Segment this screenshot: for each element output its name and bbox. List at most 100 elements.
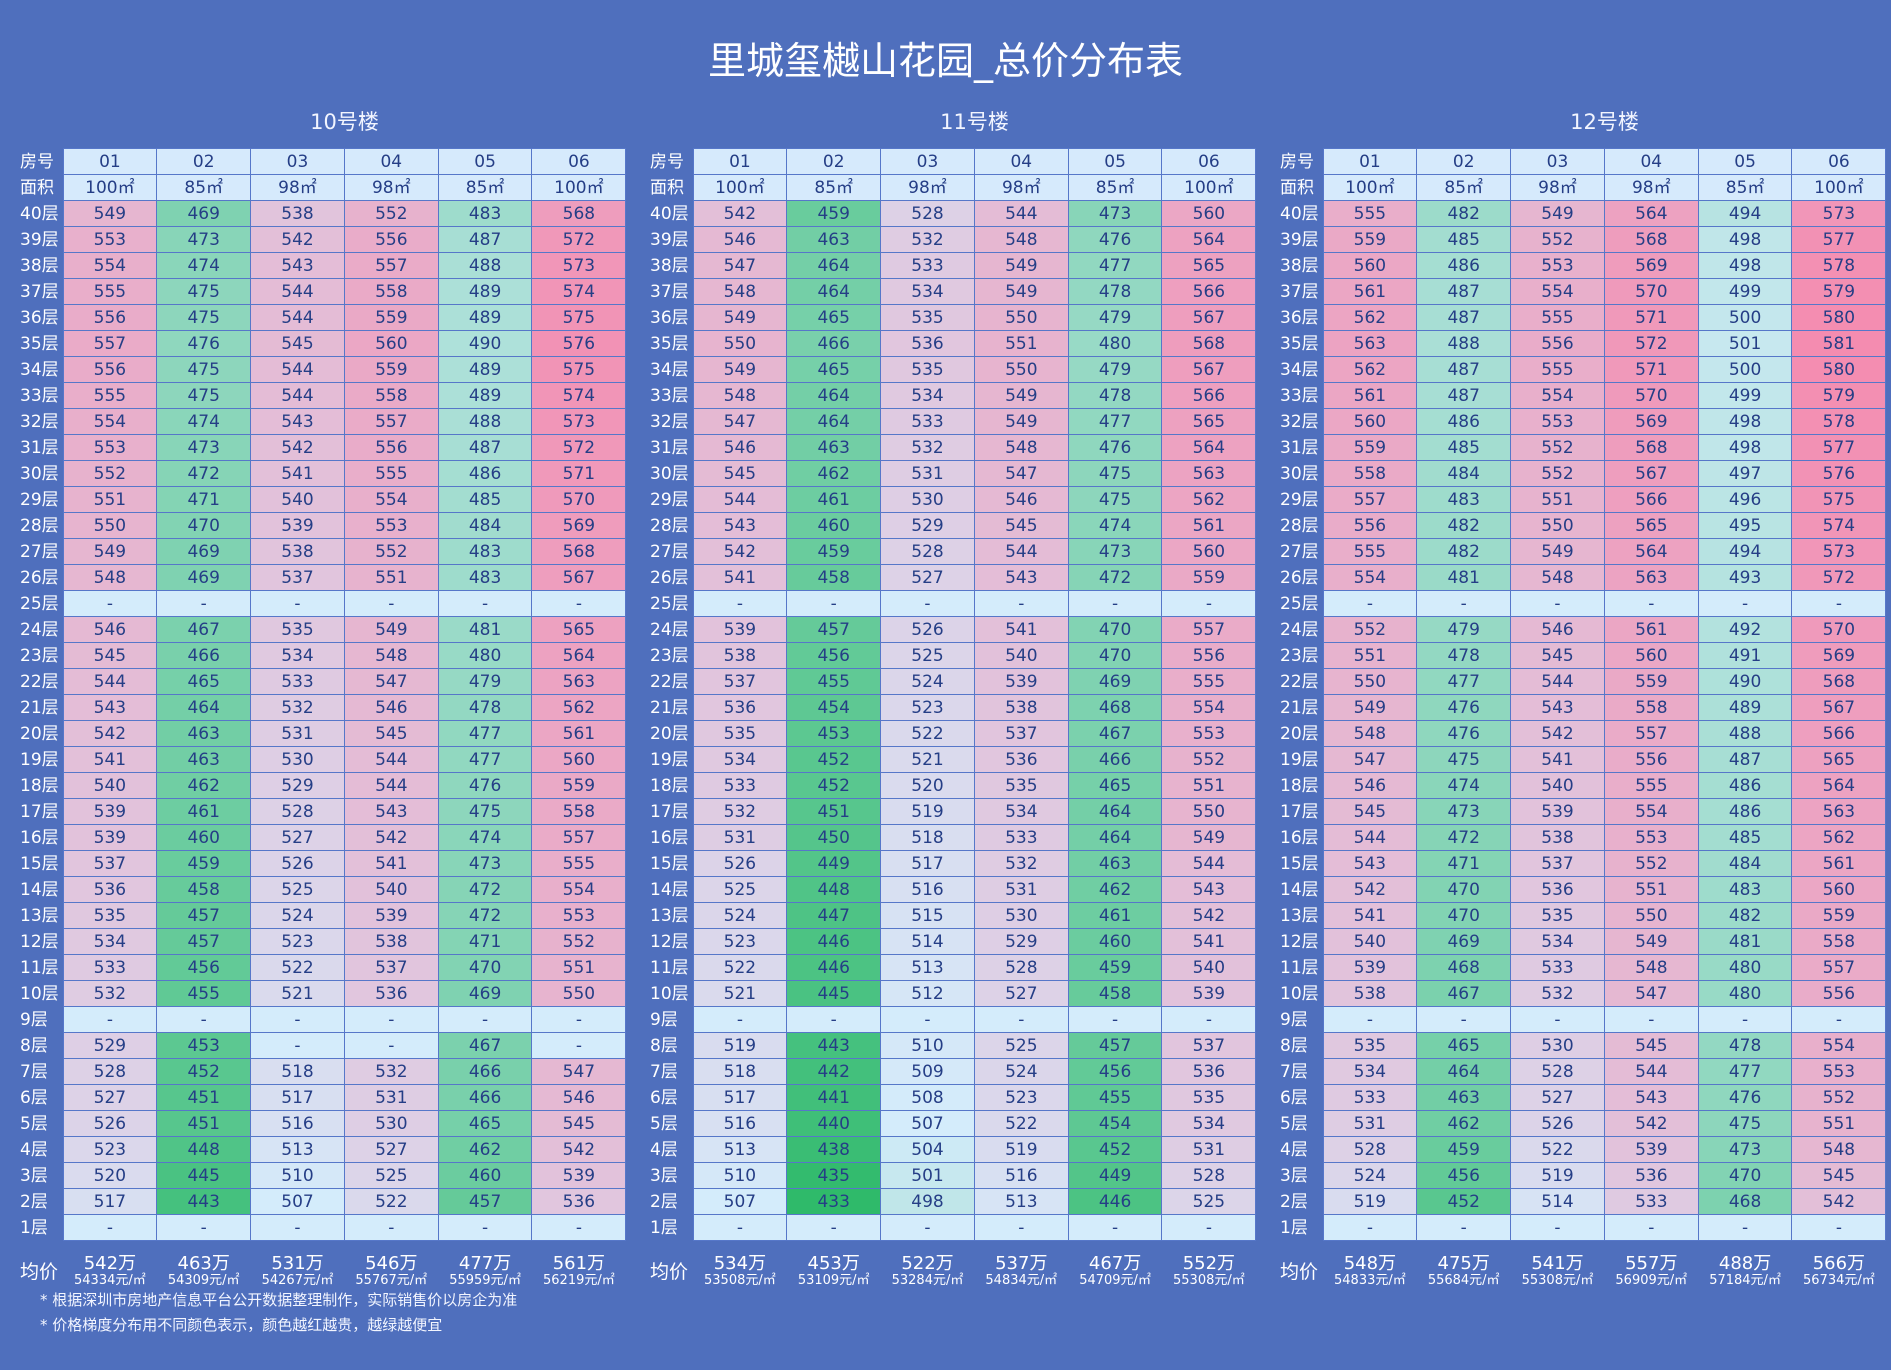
price-cell: 534: [880, 278, 975, 305]
room-header-row: 房号 01 02 03 04 05 06: [18, 148, 627, 175]
price-cell: 525: [880, 642, 975, 669]
average-unit-price: 56219元/㎡: [543, 1273, 615, 1288]
price-cell: 489: [437, 356, 533, 383]
floor-label: 30层: [18, 460, 63, 487]
price-cell: 538: [343, 928, 439, 955]
price-cell: 500: [1697, 356, 1793, 383]
price-cell: 447: [786, 902, 882, 929]
average-unit-price: 57184元/㎡: [1709, 1273, 1781, 1288]
price-cell: 546: [692, 226, 788, 253]
area-label: 面积: [18, 174, 63, 201]
price-cell: 557: [1322, 486, 1418, 513]
average-unit-price: 53109元/㎡: [797, 1273, 870, 1288]
price-cell: 549: [62, 200, 158, 227]
price-cell: 536: [343, 980, 439, 1007]
price-cell: 510: [880, 1032, 975, 1059]
floor-label: 34层: [18, 356, 63, 383]
price-cell: 501: [1697, 330, 1793, 357]
price-cell: 487: [437, 226, 533, 253]
floor-label: 1层: [18, 1214, 63, 1241]
price-cell: 480: [1697, 954, 1793, 981]
price-cell: 539: [62, 798, 158, 825]
price-cell: 457: [437, 1188, 533, 1215]
price-cell: 545: [343, 720, 439, 747]
floor-row: 15层 537 459 526 541 473 555: [18, 850, 627, 877]
price-cell: 448: [786, 876, 882, 903]
price-cell: 472: [437, 876, 533, 903]
price-cell: -: [531, 1032, 627, 1059]
average-cell: 541万 55308元/㎡: [1510, 1249, 1605, 1295]
price-cell: 443: [786, 1032, 882, 1059]
price-cell: 494: [1697, 538, 1793, 565]
floor-label: 37层: [1278, 278, 1323, 305]
price-cell: 526: [1510, 1110, 1605, 1137]
area-value: 85㎡: [786, 174, 882, 201]
price-cell: 473: [156, 226, 252, 253]
floor-row: 31层 559 485 552 568 498 577: [1278, 434, 1887, 461]
price-cell: 528: [880, 538, 975, 565]
price-cell: 550: [1510, 512, 1605, 539]
price-cell: 532: [1510, 980, 1605, 1007]
price-cell: -: [786, 1214, 882, 1241]
floor-row: 13层 541 470 535 550 482 559: [1278, 902, 1887, 929]
price-cell: 560: [531, 746, 627, 773]
price-cell: 566: [1161, 278, 1257, 305]
price-cell: 528: [973, 954, 1069, 981]
price-cell: 543: [250, 252, 345, 279]
price-cell: 452: [1416, 1188, 1512, 1215]
floor-label: 14层: [1278, 876, 1323, 903]
floor-row: 28层 543 460 529 545 474 561: [648, 512, 1257, 539]
price-cell: 544: [1510, 668, 1605, 695]
price-cell: 542: [1322, 876, 1418, 903]
price-cell: 549: [973, 382, 1069, 409]
floor-label: 36层: [648, 304, 693, 331]
area-label: 面积: [1278, 174, 1323, 201]
floor-row: 5层 531 462 526 542 475 551: [1278, 1110, 1887, 1137]
price-cell: 535: [692, 720, 788, 747]
price-cell: 469: [1067, 668, 1163, 695]
price-cell: 461: [786, 486, 882, 513]
price-cell: 574: [1791, 512, 1887, 539]
floor-label: 4层: [648, 1136, 693, 1163]
price-cell: 465: [786, 304, 882, 331]
price-cell: 546: [343, 694, 439, 721]
price-cell: 517: [880, 850, 975, 877]
floor-label: 4层: [18, 1136, 63, 1163]
floor-label: 34层: [1278, 356, 1323, 383]
building-title: 12号楼: [1570, 110, 1639, 134]
price-cell: 550: [973, 356, 1069, 383]
price-cell: -: [531, 1006, 627, 1033]
floor-label: 15层: [18, 850, 63, 877]
floor-label: 10层: [648, 980, 693, 1007]
price-cell: 553: [1603, 824, 1699, 851]
floor-label: 23层: [648, 642, 693, 669]
price-cell: 463: [786, 226, 882, 253]
price-cell: 562: [1161, 486, 1257, 513]
floor-row: 20层 535 453 522 537 467 553: [648, 720, 1257, 747]
price-cell: 553: [62, 226, 158, 253]
average-total-price: 546万: [365, 1253, 418, 1274]
price-cell: 488: [437, 252, 533, 279]
price-cell: 533: [1603, 1188, 1699, 1215]
price-cell: 551: [531, 954, 627, 981]
price-cell: 565: [531, 616, 627, 643]
price-cell: 527: [880, 564, 975, 591]
price-cell: 522: [880, 720, 975, 747]
price-cell: 548: [692, 382, 788, 409]
average-unit-price: 55308元/㎡: [1173, 1273, 1245, 1288]
price-cell: 473: [1697, 1136, 1793, 1163]
price-cell: 452: [156, 1058, 252, 1085]
price-cell: 523: [62, 1136, 158, 1163]
price-cell: 554: [1603, 798, 1699, 825]
price-cell: 575: [531, 356, 627, 383]
price-cell: 557: [343, 408, 439, 435]
price-cell: 552: [343, 200, 439, 227]
price-cell: 537: [62, 850, 158, 877]
price-cell: 508: [880, 1084, 975, 1111]
price-cell: 561: [1791, 850, 1887, 877]
price-cell: 478: [437, 694, 533, 721]
floor-label: 25层: [18, 590, 63, 617]
price-cell: 542: [62, 720, 158, 747]
room-number: 04: [343, 148, 439, 175]
price-cell: 446: [786, 928, 882, 955]
